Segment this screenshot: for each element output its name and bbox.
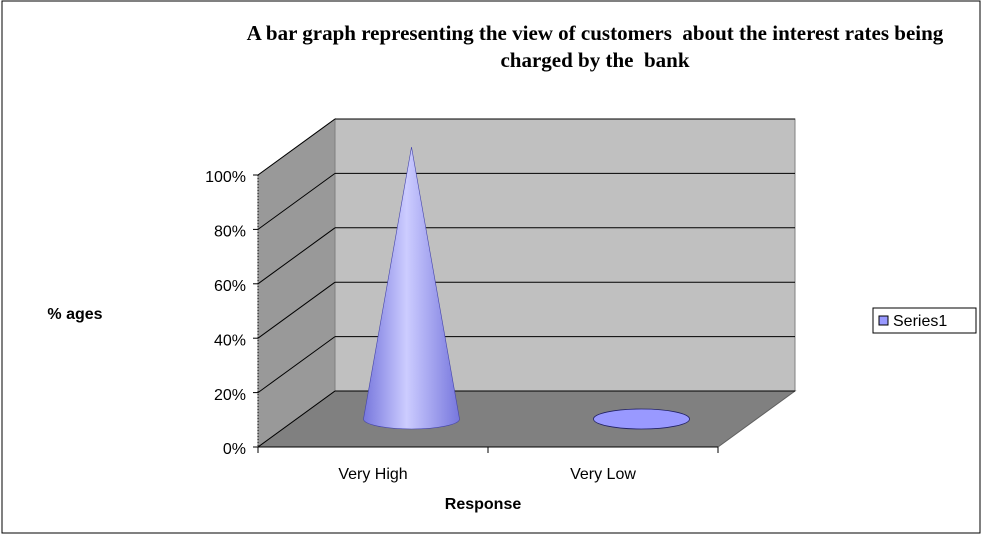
y-tick-label: 20% <box>214 387 246 404</box>
legend-box <box>872 307 977 334</box>
y-tick-label: 0% <box>223 441 246 458</box>
x-tick-label: Very Low <box>570 466 636 483</box>
grid-line <box>257 336 336 394</box>
y-tick-label: 100% <box>205 169 246 186</box>
grid-line <box>257 118 336 176</box>
grid-line <box>257 281 336 339</box>
y-tick-label: 60% <box>214 278 246 295</box>
x-axis-label: Response <box>445 496 522 513</box>
grid-line <box>257 390 336 448</box>
cone-part <box>593 408 690 430</box>
cone-part <box>363 146 460 430</box>
grid-line <box>257 227 336 285</box>
cone <box>363 146 460 430</box>
chart-title: A bar graph representing the view of cus… <box>246 21 949 72</box>
legend-label: Series1 <box>893 313 947 330</box>
y-tick-label: 40% <box>214 332 246 349</box>
floor <box>256 390 797 448</box>
legend-swatch <box>878 315 889 326</box>
y-axis-label: % ages <box>47 306 102 323</box>
side-wall <box>257 118 336 448</box>
grid-line <box>257 172 336 230</box>
y-tick-label: 80% <box>214 224 246 241</box>
cone <box>593 408 690 430</box>
x-tick-label: Very High <box>338 466 407 483</box>
